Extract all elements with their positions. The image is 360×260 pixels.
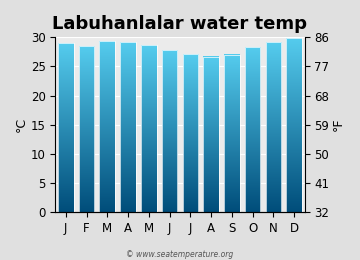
Bar: [203, 56, 219, 212]
Bar: [79, 46, 94, 212]
Bar: [99, 41, 115, 212]
Y-axis label: °F: °F: [332, 118, 345, 131]
Bar: [120, 42, 136, 212]
Bar: [286, 38, 302, 212]
Bar: [162, 50, 177, 212]
Bar: [224, 55, 240, 212]
Bar: [266, 42, 281, 212]
Bar: [245, 47, 260, 212]
Text: © www.seatemperature.org: © www.seatemperature.org: [126, 250, 234, 259]
Y-axis label: °C: °C: [15, 117, 28, 132]
Bar: [183, 54, 198, 212]
Bar: [141, 45, 157, 212]
Bar: [58, 43, 73, 212]
Title: Labuhanlalar water temp: Labuhanlalar water temp: [53, 15, 307, 33]
